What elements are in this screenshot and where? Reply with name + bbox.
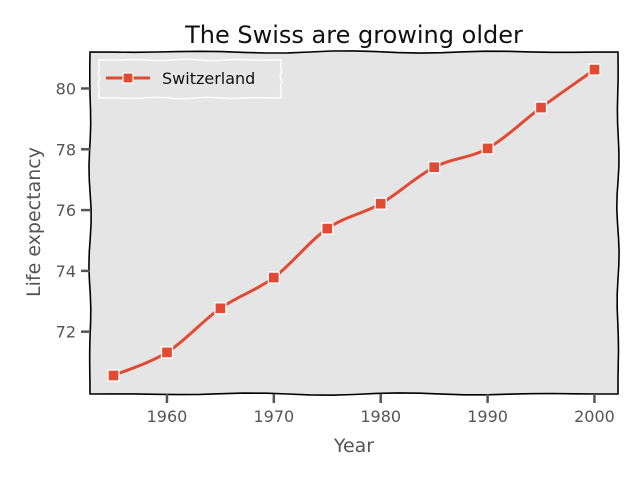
data-point — [534, 101, 548, 114]
y-axis-label: Life expectancy — [23, 147, 45, 297]
data-point — [214, 302, 227, 315]
legend-label-switzerland: Switzerland — [162, 69, 255, 88]
y-axis: 72 74 76 78 80 — [56, 79, 90, 342]
data-point — [107, 369, 120, 382]
legend: Switzerland — [97, 58, 283, 100]
legend-marker — [122, 72, 134, 84]
y-tick-label: 76 — [56, 201, 76, 220]
series-markers — [107, 63, 601, 382]
data-point — [374, 197, 387, 210]
x-tick-label: 1960 — [147, 407, 188, 426]
data-point — [588, 63, 601, 76]
data-point — [428, 161, 441, 174]
x-tick-label: 2000 — [574, 407, 615, 426]
data-point — [160, 346, 174, 359]
x-axis: 1960 1970 1980 1990 2000 — [147, 394, 615, 426]
legend-box — [97, 58, 283, 100]
x-tick-label: 1980 — [360, 407, 401, 426]
y-tick-label: 80 — [56, 79, 76, 98]
x-axis-label: Year — [333, 435, 374, 457]
chart-title: The Swiss are growing older — [184, 21, 523, 49]
data-point — [321, 222, 334, 235]
x-tick-label: 1990 — [467, 407, 508, 426]
x-tick-label: 1970 — [253, 407, 294, 426]
y-tick-label: 74 — [56, 262, 76, 281]
data-point — [267, 271, 280, 284]
y-tick-label: 78 — [56, 140, 76, 159]
y-tick-label: 72 — [56, 323, 76, 342]
data-point — [481, 142, 494, 155]
series-line-switzerland — [112, 68, 596, 377]
